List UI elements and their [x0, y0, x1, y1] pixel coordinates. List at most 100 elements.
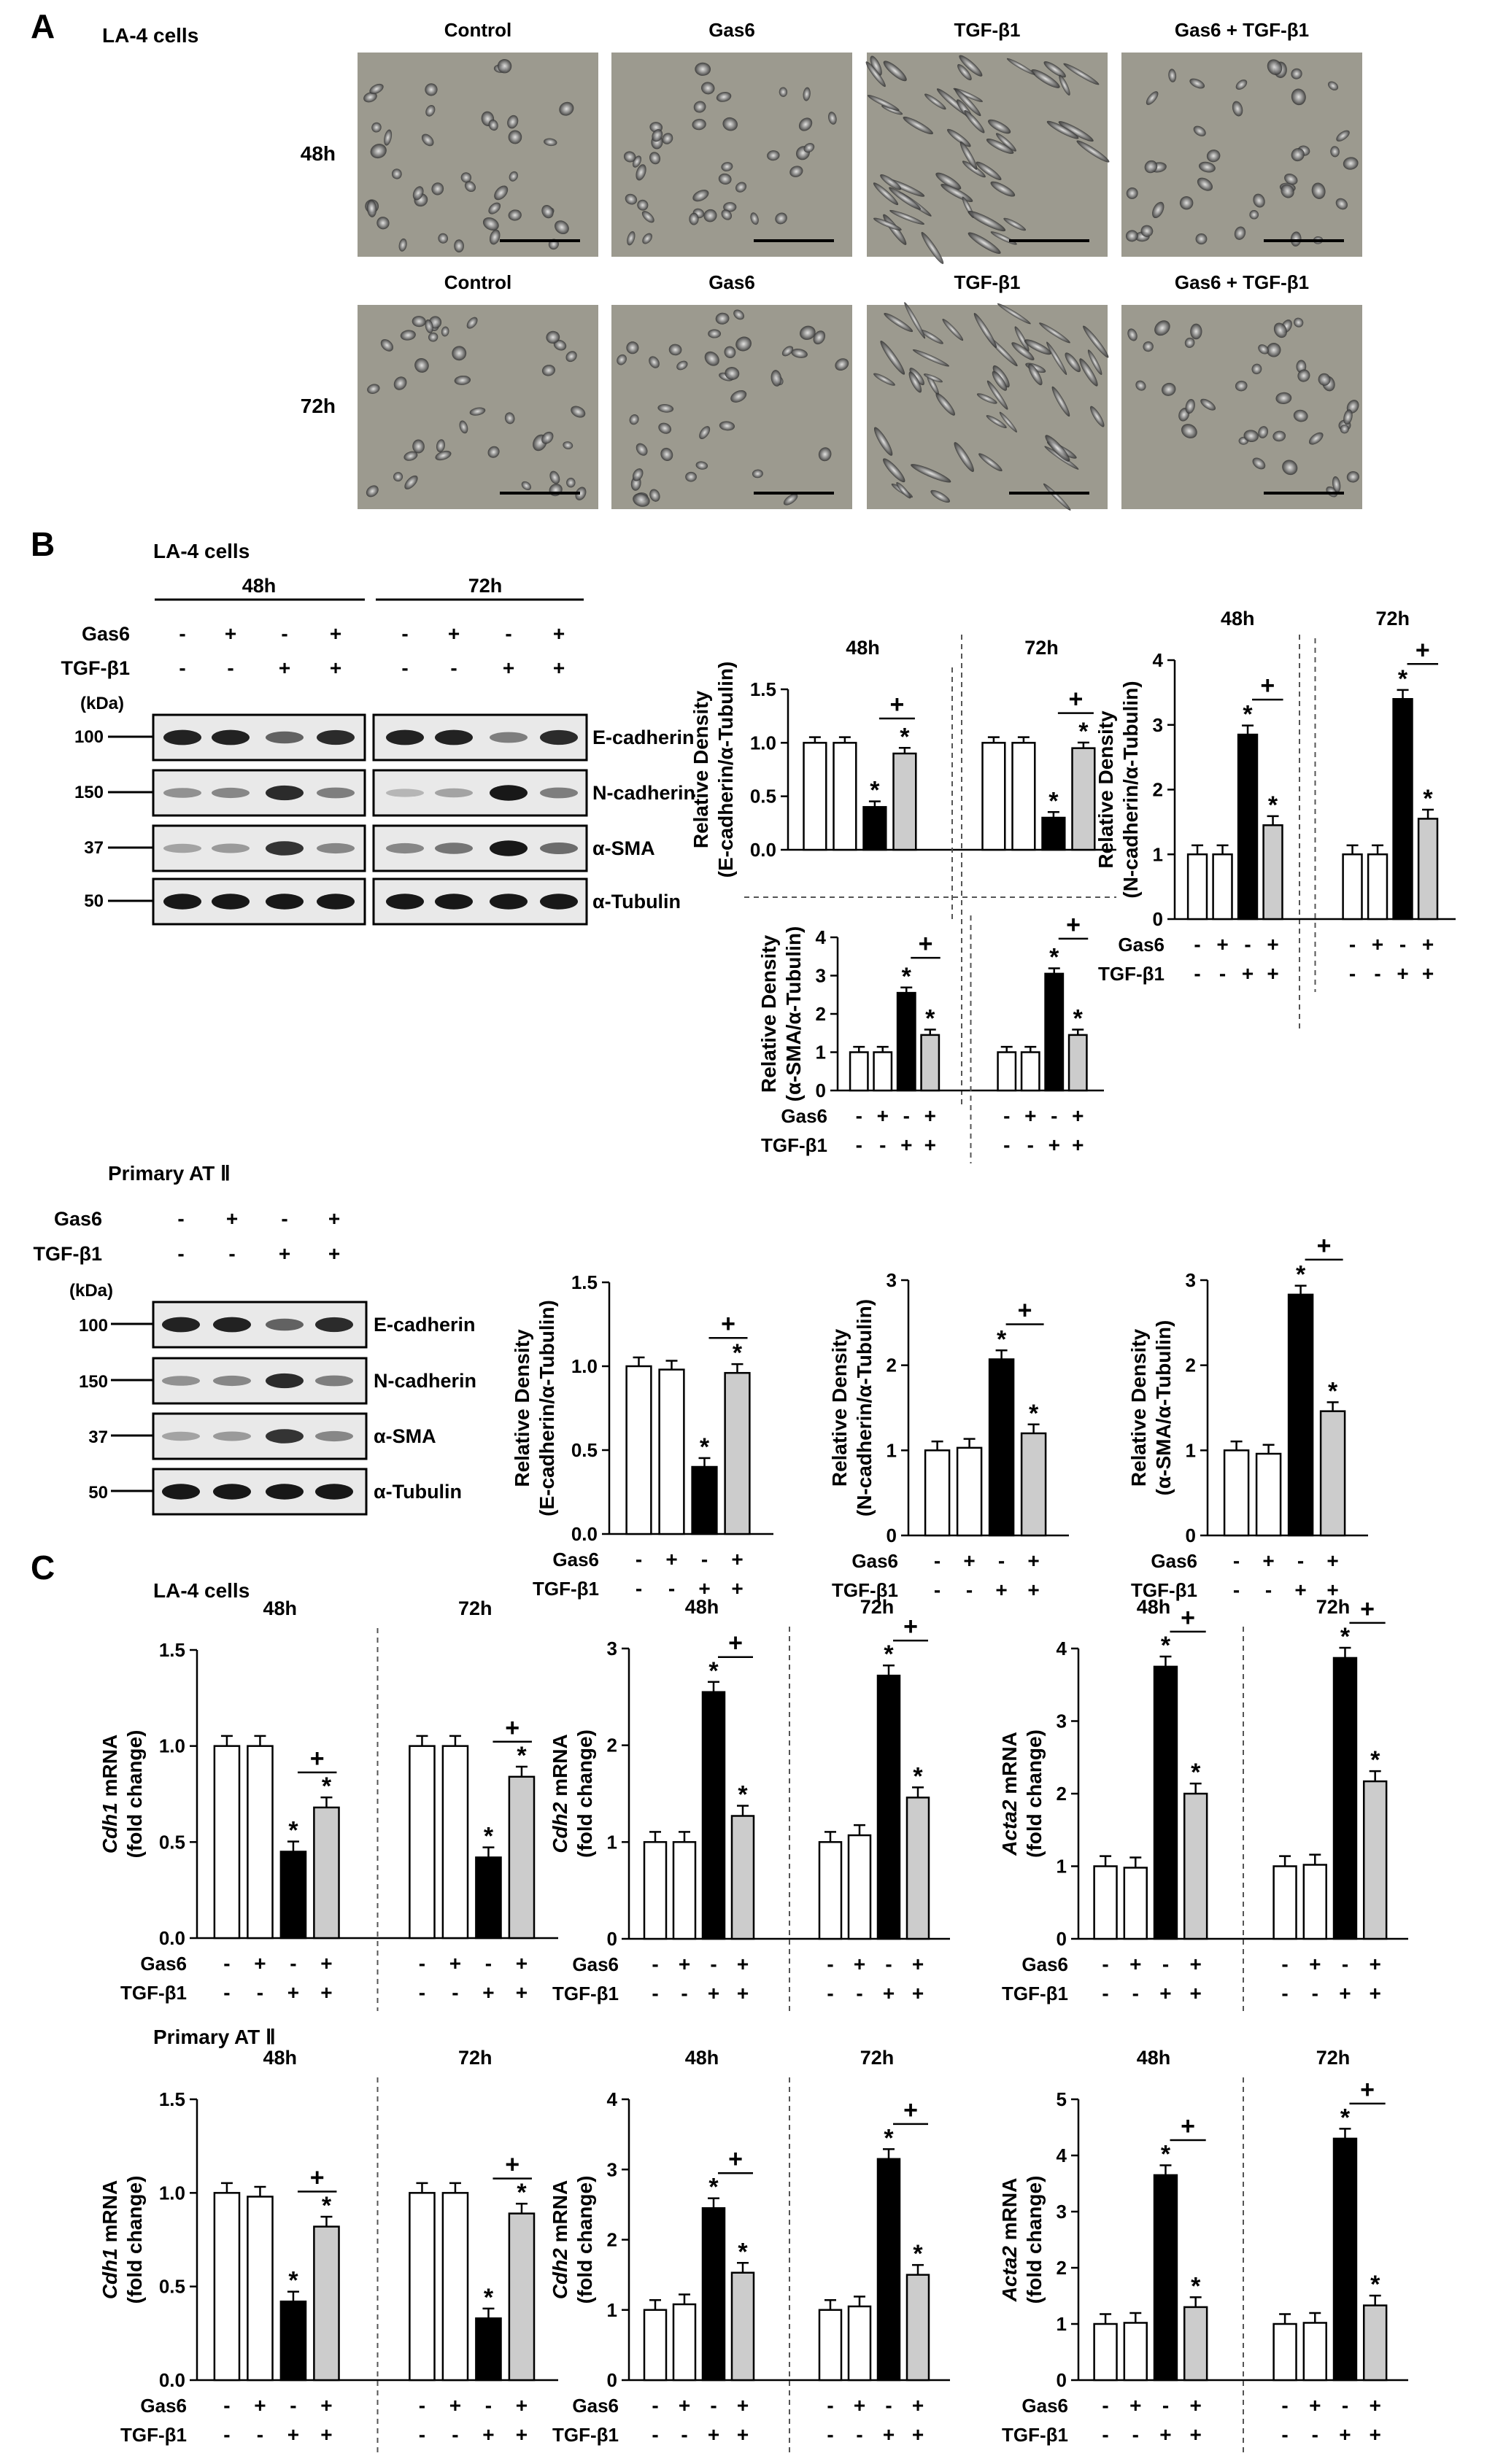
sign-tgf: - — [223, 2423, 230, 2446]
cell-shape — [818, 447, 832, 462]
cell-shape — [865, 61, 886, 88]
b-primary-row-label-gas6: Gas6 — [54, 1208, 102, 1230]
blot-band — [490, 785, 528, 801]
significance-star: * — [913, 1762, 923, 1790]
cell-shape — [1154, 320, 1170, 336]
sign-gas6: - — [1342, 1953, 1348, 1975]
cell-shape — [935, 172, 962, 190]
protein-label: E-cadherin — [592, 727, 695, 748]
cell-shape — [884, 313, 914, 333]
cell-shape — [779, 87, 788, 97]
y-axis-label: Cdh2 mRNA (fold change) — [549, 1729, 596, 1858]
sign-tgf: + — [731, 1577, 743, 1600]
sign-gas6: + — [737, 2394, 749, 2417]
sign-row-label-gas6: Gas6 — [572, 2395, 619, 2417]
sign-tgf: + — [1027, 1578, 1039, 1601]
cell-shape — [541, 204, 554, 219]
cell-shape — [695, 461, 708, 470]
sign-gas6: + — [1309, 2394, 1321, 2417]
y-label-line-2: (α-SMA/α-Tubulin) — [1152, 1320, 1175, 1496]
blot-band — [266, 894, 304, 910]
cell-shape — [701, 82, 715, 95]
sign-gas6: + — [963, 1549, 975, 1572]
cell-shape — [549, 470, 560, 484]
significance-star: * — [322, 1773, 332, 1800]
cell-shape — [508, 130, 522, 144]
sign-tgf: + — [279, 1242, 290, 1265]
cell-shape — [1006, 58, 1035, 75]
significance-plus: + — [1181, 2112, 1195, 2140]
cell-shape — [497, 58, 512, 74]
micro-time-label: 48h — [301, 142, 336, 165]
bar — [1272, 2322, 1297, 2382]
y-tick-label: 3 — [1057, 2201, 1067, 2223]
sign-tgf: - — [636, 1577, 642, 1600]
blot-band — [266, 1373, 304, 1389]
sign-gas6: + — [1129, 2394, 1141, 2417]
sign-row-label-tgf: TGF-β1 — [120, 2424, 187, 2446]
cell-shape — [692, 118, 706, 131]
sign-tgf: - — [1102, 2423, 1108, 2446]
blot-band — [212, 787, 250, 799]
cell-shape — [923, 373, 943, 383]
sign-tgf: - — [1219, 962, 1226, 985]
cell-shape — [1234, 226, 1246, 240]
significance-star: * — [913, 2240, 923, 2268]
sign-tgf: + — [883, 2423, 895, 2446]
significance-star: * — [1340, 2104, 1351, 2131]
sign-tgf: - — [681, 2423, 687, 2446]
cell-shape — [466, 317, 478, 329]
y-label-line-2: (E-cadherin/α-Tubulin) — [714, 662, 737, 878]
cell-shape — [431, 182, 444, 195]
blot-band — [317, 842, 355, 854]
blot-band — [435, 788, 473, 798]
sign-tgf: - — [257, 2423, 263, 2446]
cell-shape — [880, 340, 905, 375]
y-tick-label: 3 — [607, 1638, 617, 1659]
sign-tgf: + — [503, 656, 514, 679]
sign-gas6: + — [1027, 1549, 1039, 1572]
cell-shape — [798, 117, 813, 131]
protein-label: α-Tubulin — [374, 1481, 462, 1503]
y-tick-label: 3 — [816, 965, 826, 987]
micrograph-image — [1121, 53, 1362, 257]
group-time-label: 48h — [1137, 2047, 1171, 2069]
sign-tgf: - — [1281, 2423, 1288, 2446]
cell-shape — [632, 468, 644, 481]
chart-c_cdh2_la4: 0 1 2 3 Cdh2 mRNA (fold change) 48h * * +72h * * + Ga… — [549, 1596, 950, 2012]
cell-shape — [941, 184, 973, 203]
sign-gas6: - — [885, 1953, 892, 1975]
cell-shape — [403, 451, 418, 461]
cell-shape — [752, 469, 763, 479]
sign-tgf: + — [482, 1981, 494, 2004]
sign-tgf: + — [516, 2423, 528, 2446]
sign-tgf: + — [320, 2423, 332, 2446]
y-label-line-1: Relative Density — [828, 1328, 851, 1487]
cell-shape — [1162, 382, 1176, 396]
bar — [905, 1797, 930, 1940]
sign-gas6: - — [1349, 933, 1356, 956]
y-label-gene-suffix: mRNA — [99, 1735, 121, 1802]
y-label-line-1: Cdh2 mRNA — [549, 1734, 571, 1853]
y-tick-label: 3 — [1186, 1269, 1196, 1291]
cell-shape — [412, 186, 424, 201]
cell-shape — [735, 182, 747, 193]
cell-shape — [1059, 74, 1070, 96]
sign-tgf: - — [668, 1577, 675, 1600]
cell-shape — [571, 406, 586, 418]
blot-band — [317, 787, 355, 799]
sign-gas6: - — [827, 1953, 833, 1975]
bar — [1123, 2322, 1148, 2382]
y-label-line-1: Cdh2 mRNA — [549, 2180, 571, 2299]
sign-row-label-tgf: TGF-β1 — [761, 1134, 827, 1156]
cell-shape — [544, 138, 557, 147]
significance-star: * — [733, 1339, 743, 1367]
sign-tgf: - — [966, 1578, 973, 1601]
cell-shape — [689, 212, 699, 225]
group-time-label: 72h — [458, 2047, 493, 2069]
b-blot-time-72h: 72h — [468, 575, 503, 597]
sign-row-label-tgf: TGF-β1 — [1002, 1983, 1068, 2004]
bar — [892, 752, 917, 851]
cell-shape — [1028, 363, 1043, 386]
sign-tgf: - — [856, 2423, 862, 2446]
